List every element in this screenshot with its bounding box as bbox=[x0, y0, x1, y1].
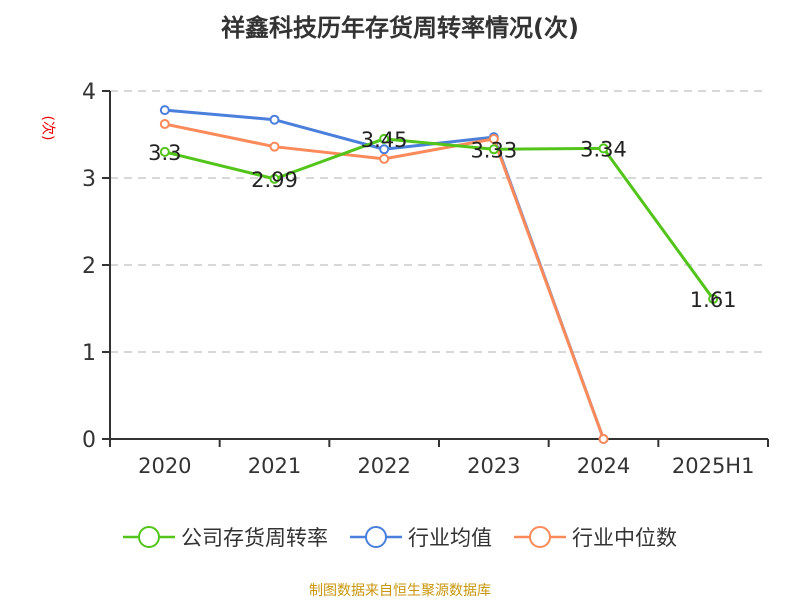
data-point bbox=[379, 133, 390, 144]
x-tick-label: 2024 bbox=[577, 454, 630, 478]
data-point bbox=[708, 293, 719, 304]
legend-marker-icon bbox=[123, 526, 175, 548]
data-label: 3.45 bbox=[361, 128, 408, 152]
data-point bbox=[159, 105, 170, 116]
data-point bbox=[269, 173, 280, 184]
data-label: 3.3 bbox=[148, 141, 181, 165]
data-point bbox=[379, 153, 390, 164]
data-point bbox=[379, 144, 390, 155]
x-tick-label: 2021 bbox=[248, 454, 301, 478]
data-label: 3.34 bbox=[580, 137, 627, 161]
legend-label: 公司存货周转率 bbox=[181, 526, 328, 550]
chart-title: 祥鑫科技历年存货周转率情况(次) bbox=[221, 14, 579, 42]
y-tick-label: 3 bbox=[82, 167, 96, 192]
legend-marker-icon bbox=[514, 526, 566, 548]
legend-item[interactable]: 行业均值 bbox=[350, 522, 492, 552]
source-note: 制图数据来自恒生聚源数据库 bbox=[309, 583, 491, 599]
data-label: 3.33 bbox=[470, 138, 517, 162]
data-label: 1.61 bbox=[690, 288, 737, 312]
x-tick-label: 2023 bbox=[467, 454, 520, 478]
x-tick-label: 2025H1 bbox=[672, 454, 755, 478]
y-tick-label: 2 bbox=[82, 254, 96, 279]
y-tick-label: 4 bbox=[82, 80, 96, 105]
legend-item[interactable]: 行业中位数 bbox=[514, 522, 677, 552]
y-tick-label: 0 bbox=[82, 428, 96, 453]
data-point bbox=[488, 144, 499, 155]
legend-label: 行业均值 bbox=[408, 526, 492, 550]
data-point bbox=[269, 114, 280, 125]
data-point bbox=[598, 143, 609, 154]
x-tick-label: 2020 bbox=[138, 454, 191, 478]
data-point bbox=[269, 141, 280, 152]
data-point bbox=[159, 146, 170, 157]
series-line bbox=[164, 137, 715, 300]
legend: 公司存货周转率 行业均值 行业中位数 bbox=[0, 522, 800, 552]
data-point bbox=[159, 119, 170, 130]
data-point bbox=[488, 133, 499, 144]
legend-label: 行业中位数 bbox=[572, 526, 677, 550]
legend-item[interactable]: 公司存货周转率 bbox=[123, 522, 328, 552]
series-line bbox=[164, 122, 605, 440]
data-point bbox=[598, 434, 609, 444]
legend-marker-icon bbox=[350, 526, 402, 548]
y-tick-label: 1 bbox=[82, 341, 96, 366]
data-label: 2.99 bbox=[251, 168, 298, 192]
x-tick-label: 2022 bbox=[357, 454, 410, 478]
